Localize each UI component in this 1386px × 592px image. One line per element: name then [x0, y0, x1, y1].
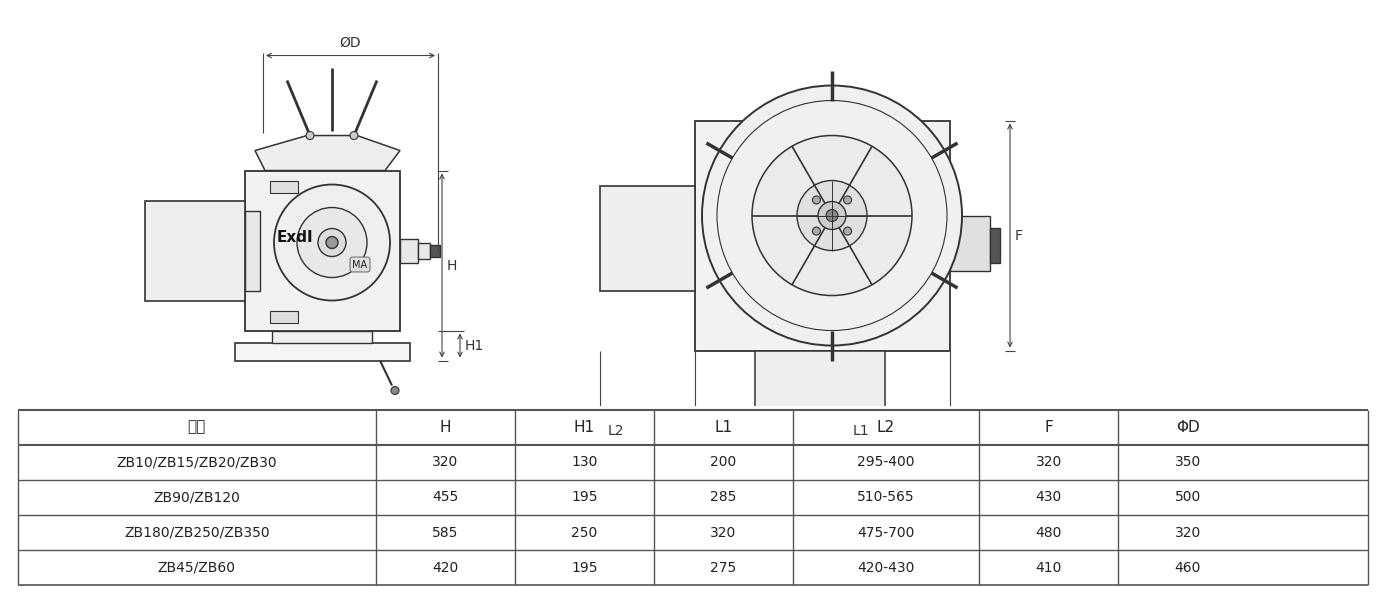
Circle shape	[326, 237, 338, 249]
Text: 475-700: 475-700	[858, 526, 915, 540]
Circle shape	[812, 196, 821, 204]
Bar	[270, 311, 298, 323]
Text: 195: 195	[571, 491, 597, 504]
Text: ΦD: ΦD	[1175, 420, 1200, 435]
Text: 430: 430	[1035, 491, 1062, 504]
Circle shape	[812, 227, 821, 235]
Bar	[245, 211, 261, 291]
Text: ZB180/ZB250/ZB350: ZB180/ZB250/ZB350	[125, 526, 270, 540]
Text: 275: 275	[710, 561, 736, 575]
Text: H1: H1	[574, 420, 595, 435]
Bar	[694, 121, 949, 350]
Bar	[775, 410, 855, 465]
Text: 460: 460	[1174, 561, 1200, 575]
Text: 350: 350	[1175, 455, 1200, 469]
Text: 型号: 型号	[187, 420, 207, 435]
Text: 420: 420	[432, 561, 459, 575]
Circle shape	[818, 201, 845, 230]
Text: 585: 585	[432, 526, 459, 540]
Text: 320: 320	[1175, 526, 1200, 540]
Bar	[401, 239, 419, 262]
Circle shape	[297, 208, 367, 278]
Text: 320: 320	[432, 455, 459, 469]
Text: ZB45/ZB60: ZB45/ZB60	[158, 561, 236, 575]
Text: MA: MA	[352, 259, 367, 269]
Bar	[270, 181, 298, 192]
Text: H1: H1	[464, 339, 484, 352]
Bar	[990, 227, 1001, 262]
Bar	[755, 350, 886, 410]
Text: 480: 480	[1035, 526, 1062, 540]
Circle shape	[753, 136, 912, 295]
Text: 500: 500	[1175, 491, 1200, 504]
Bar	[419, 243, 430, 259]
Text: L1: L1	[714, 420, 732, 435]
Circle shape	[701, 85, 962, 346]
Text: 410: 410	[1035, 561, 1062, 575]
Circle shape	[274, 185, 389, 301]
Circle shape	[391, 387, 399, 394]
Text: ZB90/ZB120: ZB90/ZB120	[154, 491, 240, 504]
Circle shape	[844, 196, 851, 204]
Bar	[430, 244, 439, 256]
Circle shape	[317, 229, 346, 256]
Bar	[780, 465, 834, 478]
Text: 200: 200	[710, 455, 736, 469]
Text: H: H	[448, 259, 457, 272]
Bar	[245, 170, 401, 330]
Text: 455: 455	[432, 491, 459, 504]
Bar	[146, 201, 245, 301]
Text: 320: 320	[1035, 455, 1062, 469]
Text: ExdI: ExdI	[277, 230, 313, 245]
Text: F: F	[1015, 229, 1023, 243]
Text: L2: L2	[608, 423, 625, 437]
Polygon shape	[255, 136, 401, 170]
Text: 285: 285	[710, 491, 736, 504]
Text: H: H	[439, 420, 450, 435]
Text: L2: L2	[877, 420, 895, 435]
Text: L1: L1	[852, 423, 869, 437]
Text: ZB10/ZB15/ZB20/ZB30: ZB10/ZB15/ZB20/ZB30	[116, 455, 277, 469]
Circle shape	[306, 131, 315, 140]
Text: 130: 130	[571, 455, 597, 469]
Circle shape	[844, 227, 851, 235]
Text: F: F	[1044, 420, 1053, 435]
Bar	[236, 343, 410, 361]
Text: 420-430: 420-430	[858, 561, 915, 575]
Circle shape	[826, 210, 839, 221]
Text: 510-565: 510-565	[857, 491, 915, 504]
Text: 250: 250	[571, 526, 597, 540]
Text: ØD: ØD	[340, 36, 362, 50]
Text: 320: 320	[710, 526, 736, 540]
Circle shape	[351, 131, 358, 140]
Bar	[949, 215, 990, 271]
Text: 295-400: 295-400	[858, 455, 915, 469]
Circle shape	[797, 181, 868, 250]
Text: 195: 195	[571, 561, 597, 575]
Bar	[600, 185, 694, 291]
Text: 外形和外形尺寸: 外形和外形尺寸	[17, 17, 104, 37]
Bar	[272, 330, 371, 343]
